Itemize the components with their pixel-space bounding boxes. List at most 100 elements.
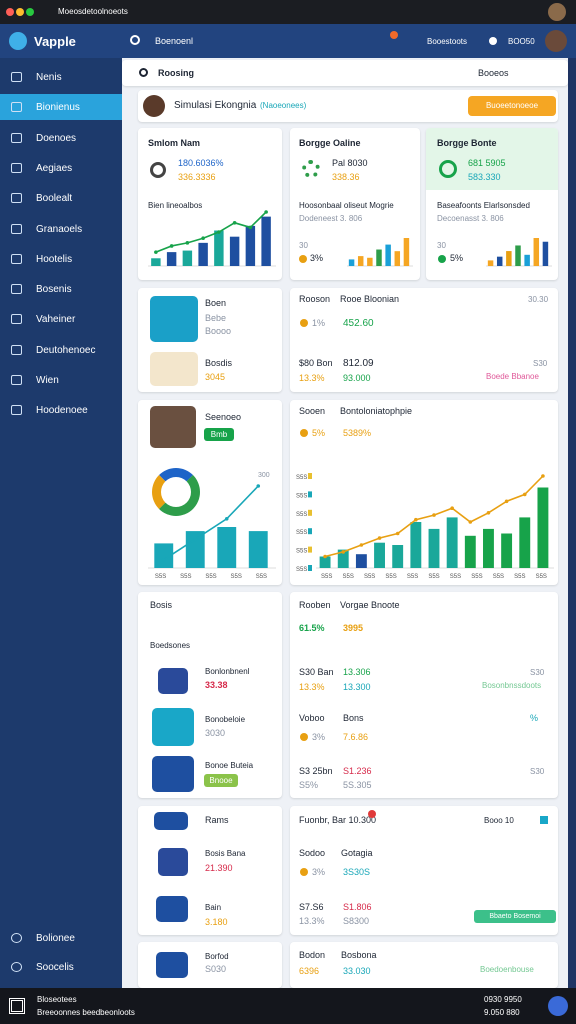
cell: 1% (312, 318, 326, 328)
nav-item[interactable]: Bolionee (36, 933, 75, 944)
dot (300, 319, 308, 327)
window-min[interactable] (16, 8, 24, 16)
bar (496, 256, 503, 266)
nav-item[interactable]: Aegiaes (36, 162, 73, 174)
item-title: Bosis Bana (205, 849, 246, 858)
banner-button[interactable]: Buoeetonoeoe (468, 96, 556, 116)
account[interactable]: Booestoots (427, 37, 468, 46)
axis-label: 30 (299, 241, 308, 250)
bar (367, 257, 373, 266)
cell: Gotagia (341, 848, 373, 858)
avatar (143, 95, 165, 117)
app-logo (9, 32, 27, 50)
logo (152, 468, 200, 516)
nav-item[interactable]: Wien (36, 375, 59, 386)
nav-icon (11, 72, 22, 82)
nav-item[interactable]: Nenis (36, 72, 62, 83)
cell: Bosbona (341, 950, 377, 960)
item-value: 3.180 (205, 917, 228, 927)
nav-icon (11, 102, 22, 113)
x-label: S5S (514, 574, 525, 580)
card-note: Dodeneest 3. 806 (299, 214, 363, 223)
nav-item[interactable]: Hoodenoee (36, 405, 88, 417)
line-point (486, 511, 491, 515)
search-icon[interactable] (130, 35, 140, 45)
cell: S30 (533, 359, 548, 368)
cell: Boedoenbouse (480, 965, 534, 974)
line-point (217, 230, 221, 234)
window-close[interactable] (6, 8, 14, 16)
y-label: S5S (296, 512, 307, 518)
finance-card: Fuonbr, Bar 10.300 Booo 10 Sodoo Gotagia… (290, 806, 558, 935)
chat-button[interactable] (548, 996, 568, 1016)
card-title: Bosis (150, 600, 173, 610)
bar (410, 522, 422, 568)
item-title: Borfod (205, 952, 229, 961)
x-label: S5S (428, 574, 439, 580)
search-icon[interactable] (139, 68, 148, 77)
bar (182, 250, 193, 266)
bar (355, 554, 367, 568)
x-label: S5S (407, 574, 418, 580)
window-max[interactable] (26, 8, 34, 16)
nav-icon (11, 344, 22, 355)
card-title: Fuonbr, Bar 10.300 (299, 815, 377, 825)
nav-item[interactable]: Bionienus (36, 102, 80, 114)
x-label: S5S (321, 574, 332, 580)
value: 5389% (343, 428, 372, 438)
nav-item[interactable]: Boolealt (36, 193, 73, 205)
bar (185, 531, 205, 568)
banner: Simulasi Ekongnia (Naoeonees) Buoeetonoe… (138, 90, 558, 122)
x-label: S5S (471, 574, 482, 580)
x-label: S5S (493, 574, 504, 580)
search-text[interactable]: Boenoenl (155, 36, 194, 46)
line-point (169, 244, 174, 248)
bar (248, 531, 268, 568)
item-title: Bonlonbnenl (205, 667, 250, 676)
bar (229, 236, 240, 266)
cell: 452.60 (343, 318, 374, 329)
bar (524, 254, 530, 266)
tab-title[interactable]: Moeosdetoolnoeots (58, 7, 128, 16)
tab[interactable]: Rooben (299, 600, 331, 610)
nav-item[interactable]: Doenoes (36, 132, 77, 144)
date: 30.30 (528, 295, 549, 304)
nav-item[interactable]: Soocelis (36, 962, 74, 973)
nav-item[interactable]: Hootelis (36, 253, 73, 265)
x-label: S5S (385, 574, 396, 580)
x-label: S5S (256, 574, 267, 580)
nav-item[interactable]: Deutohenoec (36, 344, 96, 356)
toggle[interactable] (540, 816, 548, 824)
icon (439, 160, 457, 178)
chart: S5S S5S S5S S5S S5S (148, 484, 276, 580)
trend-line (163, 485, 259, 561)
bar (376, 249, 382, 266)
filter[interactable]: Booo 10 (484, 816, 514, 825)
y-label: S5S (296, 475, 307, 481)
toolbar-label[interactable]: Roosing (158, 68, 194, 78)
y-strip (308, 546, 312, 553)
nav-item[interactable]: Granaoels (36, 223, 83, 235)
user-avatar[interactable] (545, 30, 567, 52)
dot (438, 255, 446, 263)
line-point (414, 517, 418, 522)
cell: S30 (530, 767, 545, 776)
nav-icon (11, 284, 22, 295)
user[interactable]: BOO50 (508, 37, 535, 46)
x-label: S5S (205, 574, 216, 580)
nav-item[interactable]: Vaheiner (36, 314, 76, 326)
nav-item[interactable]: Bosenis (36, 284, 72, 296)
banner-name: Simulasi Ekongnia (174, 100, 257, 111)
y-strip (308, 528, 312, 535)
start-button[interactable] (9, 998, 25, 1014)
line-point (154, 250, 158, 254)
nav-icon (11, 405, 22, 416)
icon (156, 896, 188, 922)
toolbar-right[interactable]: Booeos (478, 68, 509, 78)
y-strip (308, 473, 312, 479)
bar (374, 542, 385, 568)
tab[interactable]: Sooen (299, 406, 326, 416)
line-point (432, 513, 436, 517)
profile-avatar[interactable] (548, 3, 566, 21)
tab[interactable]: Rooson (299, 294, 331, 304)
